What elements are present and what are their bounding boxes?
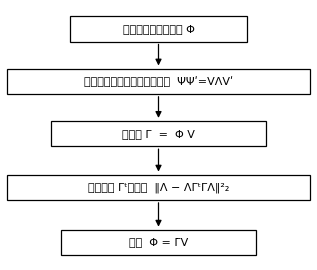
Text: 初始化 Γ  =  Φ V: 初始化 Γ = Φ V — [122, 129, 195, 139]
FancyBboxPatch shape — [7, 69, 310, 94]
FancyBboxPatch shape — [51, 121, 266, 146]
Text: 迭代更新 Γᵗ最小化  ‖Λ − ΛΓᵗΓΛ‖²₂: 迭代更新 Γᵗ最小化 ‖Λ − ΛΓᵗΓΛ‖²₂ — [88, 182, 229, 193]
Text: 对投影矩阵进行特征值分解：  ΨΨʹ=VΛVʹ: 对投影矩阵进行特征值分解： ΨΨʹ=VΛVʹ — [84, 76, 233, 87]
Text: 计算  Φ = Γ̈V: 计算 Φ = Γ̈V — [129, 237, 188, 247]
FancyBboxPatch shape — [70, 16, 247, 42]
FancyBboxPatch shape — [7, 175, 310, 200]
FancyBboxPatch shape — [61, 230, 256, 255]
Text: 随机初始化投影矩阵 Φ: 随机初始化投影矩阵 Φ — [123, 24, 194, 34]
